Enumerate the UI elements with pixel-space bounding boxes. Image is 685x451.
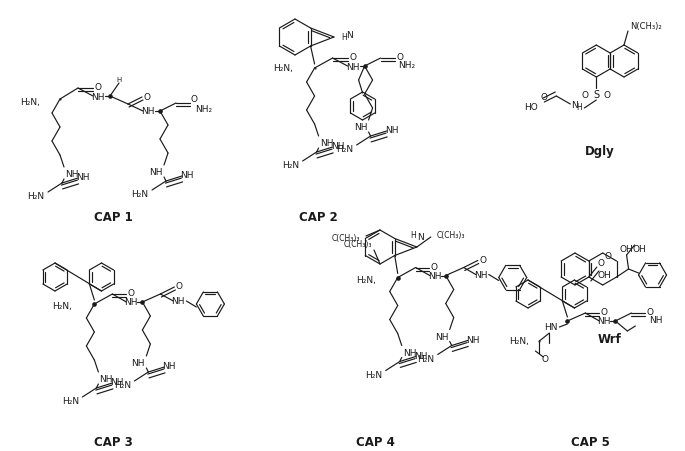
Text: H₂N,: H₂N, xyxy=(273,64,292,74)
Text: NH: NH xyxy=(346,62,360,71)
Text: NH: NH xyxy=(385,126,399,135)
Text: O: O xyxy=(128,289,135,298)
Text: NH: NH xyxy=(435,332,449,341)
Text: NH: NH xyxy=(110,377,124,387)
Text: O: O xyxy=(540,92,548,101)
Text: NH: NH xyxy=(125,298,138,307)
Text: NH: NH xyxy=(354,123,367,132)
Text: NH: NH xyxy=(132,359,145,368)
Text: NH₂: NH₂ xyxy=(195,104,212,113)
Text: N: N xyxy=(347,32,353,41)
Text: NH: NH xyxy=(172,297,185,306)
Text: H₂N,: H₂N, xyxy=(356,276,375,285)
Text: O: O xyxy=(430,262,437,272)
Text: O: O xyxy=(603,90,611,99)
Text: O: O xyxy=(597,259,604,268)
Text: OH: OH xyxy=(598,271,612,280)
Text: NH: NH xyxy=(91,92,105,101)
Text: CAP 4: CAP 4 xyxy=(356,436,395,448)
Text: NH₂: NH₂ xyxy=(399,61,416,70)
Text: N: N xyxy=(571,100,577,109)
Text: NH: NH xyxy=(331,142,345,151)
Text: O: O xyxy=(190,95,197,104)
Text: Wrf: Wrf xyxy=(598,333,622,346)
Text: CAP 3: CAP 3 xyxy=(94,436,132,448)
Text: NH: NH xyxy=(597,317,611,326)
Text: CAP 1: CAP 1 xyxy=(94,211,132,224)
Text: NH: NH xyxy=(180,171,194,180)
Text: H₂N: H₂N xyxy=(365,370,382,379)
Text: N(CH₃)₂: N(CH₃)₂ xyxy=(630,22,662,30)
Text: NH: NH xyxy=(65,170,79,179)
Text: H: H xyxy=(576,103,582,112)
Text: H₂N,: H₂N, xyxy=(53,302,73,311)
Text: O: O xyxy=(604,252,611,261)
Text: H₂N,: H₂N, xyxy=(20,97,40,106)
Text: O: O xyxy=(349,53,356,62)
Text: NH: NH xyxy=(320,139,334,148)
Text: HO: HO xyxy=(525,102,538,111)
Text: C(CH₃)₃: C(CH₃)₃ xyxy=(332,234,360,243)
Text: O: O xyxy=(601,308,608,317)
Text: H₂N: H₂N xyxy=(282,161,299,170)
Text: Dgly: Dgly xyxy=(585,145,615,158)
Text: C(CH₃)₃: C(CH₃)₃ xyxy=(437,231,465,240)
Text: O: O xyxy=(542,355,549,364)
Text: NH: NH xyxy=(403,348,416,357)
Text: H₂N: H₂N xyxy=(132,190,149,199)
Text: H: H xyxy=(341,33,347,42)
Text: O: O xyxy=(176,282,183,291)
Text: H₂N: H₂N xyxy=(62,396,79,405)
Text: NH: NH xyxy=(99,375,113,384)
Text: NH: NH xyxy=(466,335,479,344)
Text: CAP 5: CAP 5 xyxy=(571,436,610,448)
Text: S: S xyxy=(593,90,599,100)
Text: O: O xyxy=(582,90,589,99)
Text: C(CH₃)₃: C(CH₃)₃ xyxy=(343,240,372,249)
Text: H: H xyxy=(410,231,416,240)
Text: NH: NH xyxy=(649,316,663,325)
Text: O: O xyxy=(396,53,403,62)
Text: CAP 2: CAP 2 xyxy=(299,211,338,224)
Text: H₂N: H₂N xyxy=(336,145,353,154)
Text: NH: NH xyxy=(428,272,441,281)
Text: NH: NH xyxy=(141,107,155,116)
Text: NH: NH xyxy=(149,168,163,177)
Text: H₂N: H₂N xyxy=(114,381,131,390)
Text: H₂N,: H₂N, xyxy=(510,337,530,346)
Text: H₂N: H₂N xyxy=(417,354,434,363)
Text: NH: NH xyxy=(474,271,488,279)
Text: NH: NH xyxy=(76,173,90,182)
Text: OH: OH xyxy=(633,245,647,254)
Text: N: N xyxy=(417,233,424,242)
Text: HN: HN xyxy=(545,323,558,332)
Text: O: O xyxy=(95,83,101,92)
Text: NH: NH xyxy=(162,362,176,371)
Text: O: O xyxy=(647,308,654,317)
Text: H₂N: H₂N xyxy=(27,192,45,201)
Text: NH: NH xyxy=(414,351,427,360)
Text: O: O xyxy=(479,255,486,264)
Text: OH: OH xyxy=(620,245,634,254)
Text: H: H xyxy=(116,77,122,83)
Text: O: O xyxy=(143,92,151,101)
